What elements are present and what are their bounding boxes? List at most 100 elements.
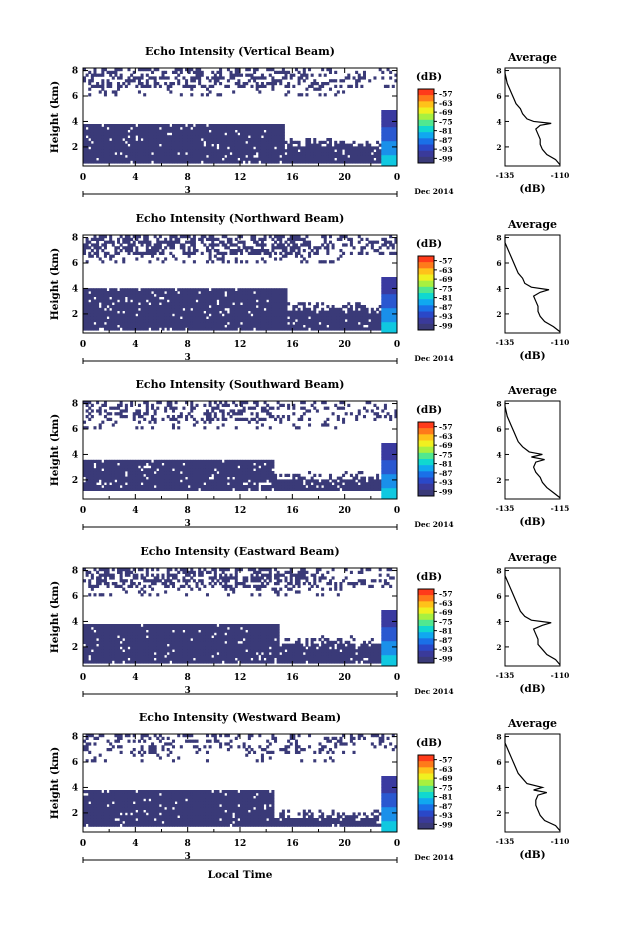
echo-cell <box>205 132 209 136</box>
echo-cell <box>143 135 147 139</box>
echo-cell <box>137 327 141 331</box>
echo-cell <box>169 243 173 247</box>
echo-cell <box>103 415 107 419</box>
echo-cell <box>247 471 251 475</box>
echo-cell <box>255 160 259 164</box>
echo-cell <box>187 319 191 323</box>
echo-cell <box>83 482 87 486</box>
echo-cell <box>195 476 199 480</box>
colorbar-segment <box>418 268 434 275</box>
echo-cell <box>279 257 283 261</box>
echo-cell <box>386 277 390 281</box>
echo-cell <box>266 485 270 489</box>
echo-cell <box>143 288 147 292</box>
echo-cell <box>224 288 228 292</box>
echo-cell <box>148 240 152 244</box>
echo-cell <box>368 79 372 83</box>
echo-cell <box>208 157 212 161</box>
echo-cell <box>185 288 189 292</box>
echo-cell <box>158 149 162 153</box>
echo-cell <box>106 302 110 306</box>
echo-cell <box>195 316 199 320</box>
echo-cell <box>101 319 105 323</box>
echo-cell <box>221 152 225 156</box>
echo-cell <box>328 160 332 164</box>
echo-cell <box>232 316 236 320</box>
echo-cell <box>200 288 204 292</box>
echo-cell <box>308 240 312 244</box>
echo-cell <box>258 462 262 466</box>
echo-cell <box>313 473 317 477</box>
panel-2: Echo Intensity (Northward Beam)2468Heigh… <box>49 212 569 364</box>
echo-cell <box>114 68 118 72</box>
echo-cell <box>294 479 298 483</box>
echo-cell <box>111 296 115 300</box>
echo-cell <box>158 152 162 156</box>
echo-cell <box>117 487 121 491</box>
echo-cell <box>294 485 298 489</box>
echo-cell <box>166 124 170 128</box>
echo-cell <box>203 124 207 128</box>
echo-cell <box>90 313 94 317</box>
echo-cell <box>187 84 191 88</box>
echo-cell <box>391 285 395 289</box>
echo-cell <box>166 293 170 297</box>
echo-cell <box>190 240 194 244</box>
echo-cell <box>96 305 100 309</box>
echo-cell <box>161 260 165 264</box>
echo-cell <box>271 482 275 486</box>
echo-cell <box>151 324 155 328</box>
echo-cell <box>394 121 398 125</box>
echo-cell <box>124 138 128 142</box>
echo-cell <box>368 149 372 153</box>
echo-cell <box>135 291 139 295</box>
echo-cell <box>83 160 87 164</box>
echo-cell <box>226 124 230 128</box>
echo-cell <box>83 459 87 463</box>
echo-cell <box>365 251 369 255</box>
echo-cell <box>137 324 141 328</box>
echo-cell <box>177 237 181 241</box>
echo-cell <box>85 401 89 405</box>
echo-cell <box>148 313 152 317</box>
echo-cell <box>153 302 157 306</box>
echo-cell <box>174 316 178 320</box>
echo-cell <box>140 313 144 317</box>
echo-cell <box>169 235 173 239</box>
echo-cell <box>258 243 262 247</box>
echo-cell <box>247 296 251 300</box>
echo-cell <box>224 473 228 477</box>
echo-cell <box>158 235 162 239</box>
echo-cell <box>205 246 209 250</box>
echo-cell <box>221 310 225 314</box>
echo-cell <box>164 293 168 297</box>
echo-cell <box>205 485 209 489</box>
echo-cell <box>130 135 134 139</box>
echo-cell <box>140 296 144 300</box>
echo-cell <box>240 482 244 486</box>
echo-cell <box>119 316 123 320</box>
echo-cell <box>281 403 285 407</box>
echo-cell <box>334 160 338 164</box>
echo-cell <box>156 473 160 477</box>
echo-cell <box>266 459 270 463</box>
echo-cell <box>321 319 325 323</box>
echo-cell <box>132 324 136 328</box>
echo-cell <box>179 465 183 469</box>
echo-cell <box>250 124 254 128</box>
echo-cell <box>132 235 136 239</box>
echo-cell <box>166 476 170 480</box>
echo-cell <box>114 316 118 320</box>
echo-cell <box>135 468 139 472</box>
echo-cell <box>336 307 340 311</box>
echo-cell <box>268 307 272 311</box>
echo-cell <box>313 149 317 153</box>
echo-cell <box>300 482 304 486</box>
echo-cell <box>255 415 259 419</box>
echo-cell <box>297 76 301 80</box>
echo-cell <box>216 93 220 97</box>
echo-cell <box>323 260 327 264</box>
echo-cell <box>127 291 131 295</box>
echo-cell <box>122 135 126 139</box>
echo-cell <box>232 288 236 292</box>
